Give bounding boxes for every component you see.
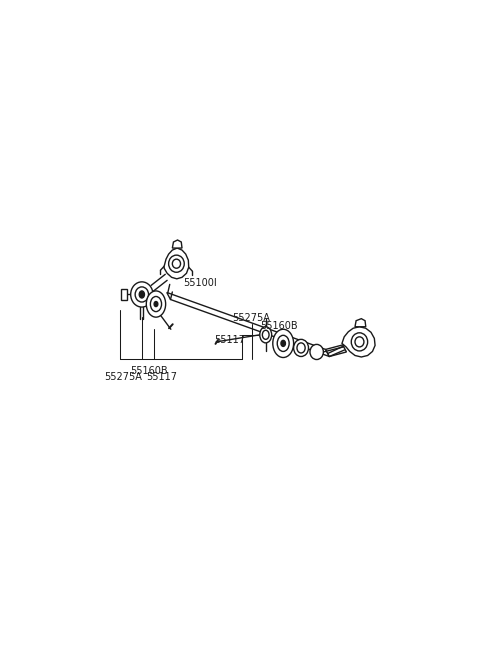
Ellipse shape: [131, 282, 153, 307]
Polygon shape: [325, 345, 347, 356]
FancyBboxPatch shape: [121, 289, 127, 300]
Text: 55117: 55117: [147, 372, 178, 382]
Ellipse shape: [260, 327, 272, 343]
Polygon shape: [172, 240, 182, 248]
Text: 55100I: 55100I: [183, 278, 216, 288]
Text: 55117: 55117: [215, 335, 245, 345]
Text: 55275A: 55275A: [232, 312, 270, 323]
Ellipse shape: [273, 329, 294, 358]
Text: 55275A: 55275A: [105, 372, 143, 382]
Text: 55160B: 55160B: [130, 366, 168, 376]
Circle shape: [154, 301, 158, 307]
Ellipse shape: [168, 255, 184, 272]
Ellipse shape: [297, 343, 305, 353]
Circle shape: [139, 291, 144, 298]
Ellipse shape: [172, 259, 180, 269]
Ellipse shape: [310, 345, 324, 360]
Ellipse shape: [351, 333, 368, 351]
Ellipse shape: [263, 330, 269, 339]
Ellipse shape: [277, 335, 289, 352]
Polygon shape: [167, 292, 329, 356]
Text: 55160B: 55160B: [260, 321, 298, 331]
Ellipse shape: [150, 297, 162, 312]
Polygon shape: [342, 327, 375, 357]
Ellipse shape: [294, 339, 309, 356]
Polygon shape: [355, 319, 366, 327]
Polygon shape: [164, 248, 189, 279]
Ellipse shape: [135, 287, 148, 302]
Ellipse shape: [146, 291, 166, 317]
Circle shape: [281, 341, 286, 346]
Ellipse shape: [355, 337, 364, 347]
